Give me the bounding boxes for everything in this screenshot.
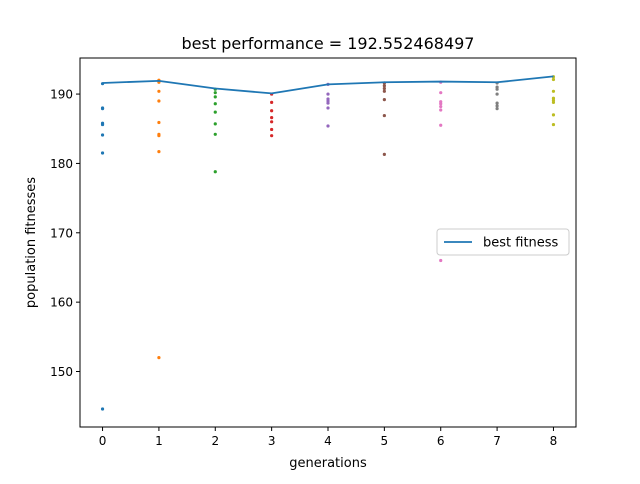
population-point [270, 120, 274, 124]
population-point [495, 92, 499, 96]
population-point [326, 92, 330, 96]
x-tick-label: 8 [550, 434, 558, 448]
population-point [439, 123, 443, 127]
population-point [382, 84, 386, 88]
population-point [495, 87, 499, 91]
population-point [213, 102, 217, 106]
population-point [157, 89, 161, 93]
x-tick-label: 1 [155, 434, 163, 448]
population-point [157, 356, 161, 360]
population-point [270, 109, 274, 113]
population-point [382, 86, 386, 91]
population-point [551, 122, 556, 127]
x-tick-label: 6 [437, 434, 445, 448]
population-point [551, 100, 556, 104]
legend-box [436, 228, 570, 256]
population-point [270, 100, 274, 104]
population-point [213, 170, 217, 174]
population-point [270, 127, 274, 132]
population-point [213, 132, 217, 136]
x-tick-label: 7 [493, 434, 501, 448]
y-tick-label: 190 [50, 88, 73, 102]
population-point [213, 91, 217, 95]
y-tick-label: 150 [50, 365, 73, 379]
x-tick-label: 5 [381, 434, 389, 448]
population-point [382, 152, 386, 157]
population-point [551, 113, 556, 117]
x-tick-label: 4 [324, 434, 332, 448]
chart-title: best performance = 192.552468497 [182, 34, 475, 53]
population-point [213, 122, 217, 126]
population-point [439, 102, 443, 106]
best-fitness-line [102, 75, 554, 95]
population-point [551, 77, 556, 82]
population-point [326, 101, 330, 105]
population-point [326, 106, 330, 110]
y-tick-label: 180 [50, 157, 73, 171]
y-tick-label: 160 [50, 296, 73, 310]
population-point [157, 134, 161, 138]
population-point [270, 134, 274, 138]
x-axis-label: generations [289, 456, 367, 471]
population-point [100, 151, 105, 155]
population-point [157, 120, 161, 125]
x-tick-label: 3 [268, 434, 276, 448]
population-point [157, 150, 161, 154]
population-point [495, 101, 499, 105]
x-tick-label: 0 [99, 434, 107, 448]
population-point [439, 258, 443, 263]
population-point [100, 133, 105, 137]
population-point [439, 91, 443, 95]
axes-frame [79, 57, 577, 428]
population-point [382, 98, 386, 102]
population-point [495, 107, 499, 111]
population-point [326, 124, 330, 128]
population-point [100, 122, 105, 127]
population-point [551, 89, 556, 93]
population-point [382, 89, 386, 93]
population-point [270, 116, 274, 120]
population-point [439, 108, 443, 112]
y-tick-label: 170 [50, 226, 73, 240]
population-point [495, 104, 499, 108]
population-point [213, 110, 217, 114]
legend-label-best-fitness: best fitness [483, 236, 559, 251]
y-axis-label: population fitnesses [24, 177, 39, 308]
population-point [213, 95, 217, 99]
population-point [382, 113, 386, 118]
plot-area: 0 1 2 3 4 5 6 7 8 150 160 170 180 190 [50, 75, 557, 448]
legend: best fitness [436, 228, 570, 256]
x-tick-label: 2 [211, 434, 219, 448]
population-point [100, 107, 105, 111]
population-point [100, 407, 105, 411]
population-point [157, 99, 161, 103]
population-point [439, 104, 443, 109]
